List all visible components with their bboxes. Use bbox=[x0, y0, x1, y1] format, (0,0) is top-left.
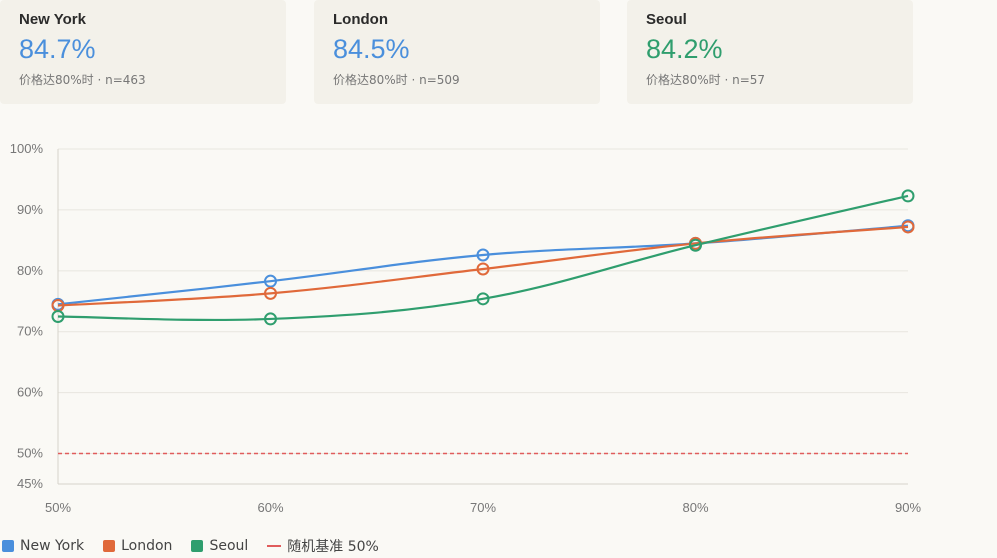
card-city: New York bbox=[19, 11, 86, 28]
legend-item-london[interactable]: London bbox=[103, 538, 172, 554]
data-point-london bbox=[901, 220, 915, 234]
y-tick-label: 100% bbox=[10, 141, 44, 156]
data-point-new-york bbox=[264, 274, 277, 288]
card-subtitle: 价格达80%时 · n=509 bbox=[333, 73, 460, 87]
card-city: Seoul bbox=[646, 11, 687, 28]
card-value: 84.5% bbox=[333, 34, 410, 64]
card-subtitle: 价格达80%时 · n=57 bbox=[646, 73, 766, 87]
legend-label: 随机基准 50% bbox=[287, 539, 379, 555]
x-tick-label: 60% bbox=[257, 500, 283, 515]
legend-swatch bbox=[191, 540, 204, 552]
y-tick-label: 70% bbox=[17, 324, 43, 339]
card-city: London bbox=[333, 11, 388, 28]
y-tick-label: 90% bbox=[17, 202, 43, 217]
card-seoul: Seoul 84.2% 价格达80%时 · n=57 bbox=[627, 0, 913, 104]
x-tick-label: 90% bbox=[895, 500, 921, 515]
card-value: 84.7% bbox=[19, 34, 96, 64]
chart-legend: New York London Seoul 随机基准 50% bbox=[2, 536, 398, 556]
legend-item-seoul[interactable]: Seoul bbox=[191, 538, 248, 554]
legend-swatch bbox=[103, 540, 116, 552]
legend-label: Seoul bbox=[209, 538, 249, 554]
series-line-seoul bbox=[57, 194, 909, 322]
data-point-london bbox=[264, 286, 277, 300]
data-point-seoul bbox=[476, 292, 490, 306]
y-tick-label: 45% bbox=[17, 476, 43, 491]
legend-dash bbox=[267, 545, 282, 547]
card-new-york: New York 84.7% 价格达80%时 · n=463 bbox=[0, 0, 286, 104]
data-point-new-york bbox=[476, 248, 490, 262]
legend-item-baseline[interactable]: 随机基准 50% bbox=[267, 536, 379, 556]
data-point-seoul bbox=[51, 310, 65, 323]
y-tick-label: 50% bbox=[17, 446, 43, 461]
legend-label: New York bbox=[20, 538, 85, 554]
legend-item-new-york[interactable]: New York bbox=[2, 538, 84, 554]
data-point-seoul bbox=[264, 312, 277, 326]
data-point-seoul bbox=[901, 189, 915, 203]
card-subtitle: 价格达80%时 · n=463 bbox=[19, 73, 146, 87]
x-tick-label: 70% bbox=[470, 500, 496, 515]
data-point-seoul bbox=[689, 238, 702, 252]
card-value: 84.2% bbox=[646, 34, 723, 64]
legend-label: London bbox=[121, 538, 173, 554]
series-line-london bbox=[57, 225, 909, 307]
x-tick-label: 80% bbox=[682, 500, 708, 515]
card-london: London 84.5% 价格达80%时 · n=509 bbox=[314, 0, 600, 104]
legend-swatch bbox=[2, 540, 14, 552]
y-tick-label: 60% bbox=[17, 385, 43, 400]
x-tick-label: 50% bbox=[45, 500, 71, 515]
data-point-london bbox=[476, 262, 490, 276]
line-chart: 45%50%60%70%80%90%100%50% 60% 70% 80% 90% bbox=[10, 141, 922, 515]
summary-cards: New York 84.7% 价格达80%时 · n=463 London 84… bbox=[0, 0, 997, 105]
y-tick-label: 80% bbox=[17, 263, 43, 278]
